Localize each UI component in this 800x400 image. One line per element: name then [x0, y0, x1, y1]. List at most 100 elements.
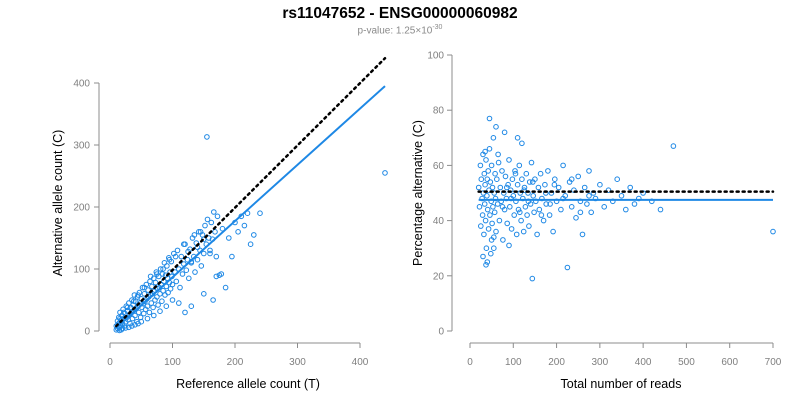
data-point [135, 292, 141, 298]
data-point [196, 229, 202, 235]
data-point [504, 220, 511, 227]
data-point [521, 187, 527, 193]
data-point [518, 217, 524, 224]
data-point [150, 304, 156, 311]
x-tick-label: 200 [548, 357, 565, 368]
data-point [152, 279, 159, 286]
data-point [154, 294, 160, 300]
data-point [493, 124, 499, 130]
data-point [257, 210, 263, 216]
data-point [597, 181, 603, 188]
pvalue-text: p-value: 1.25×10 [357, 25, 433, 37]
data-point [614, 176, 621, 182]
data-point [479, 212, 486, 218]
data-point [129, 315, 136, 322]
y-tick-label: 300 [73, 141, 90, 152]
data-point [509, 176, 516, 182]
data-point [135, 320, 141, 327]
data-point [485, 226, 492, 232]
data-point [515, 206, 522, 213]
data-point [528, 159, 535, 166]
data-point [530, 179, 536, 185]
data-point [552, 176, 558, 182]
data-point [121, 309, 127, 316]
data-point [543, 201, 550, 207]
data-point [507, 204, 513, 210]
data-point [478, 176, 485, 182]
data-point [204, 134, 210, 140]
data-point [490, 135, 497, 141]
data-point [500, 237, 506, 243]
data-point [226, 235, 232, 241]
data-point [670, 143, 677, 149]
data-point [491, 245, 497, 251]
data-point [588, 209, 595, 216]
data-point [534, 231, 540, 238]
data-point [523, 170, 530, 177]
data-point [550, 228, 556, 235]
data-point [481, 170, 488, 177]
y-tick-label: 400 [73, 79, 90, 90]
data-point [164, 263, 170, 269]
x-axis-label: Total number of reads [561, 377, 682, 391]
data-point [524, 212, 530, 218]
scatter-panel-1: 0 100 200 300 400 0 100 200 300 400 Reference alle… [51, 56, 388, 391]
data-point [162, 292, 168, 298]
data-point [136, 309, 142, 316]
data-point [627, 184, 634, 191]
data-point [129, 323, 135, 329]
data-point [130, 302, 136, 308]
data-point [151, 312, 157, 319]
data-point [147, 273, 154, 280]
data-point [487, 179, 494, 185]
data-point [631, 201, 638, 207]
data-point [508, 226, 515, 232]
data-point [144, 303, 151, 310]
data-point [173, 278, 180, 285]
data-point [560, 162, 566, 169]
data-point [486, 115, 493, 122]
data-point [502, 173, 509, 180]
data-point [481, 201, 488, 207]
data-point [214, 213, 221, 220]
data-point [577, 209, 584, 216]
data-point [206, 235, 212, 241]
x-tick-label: 400 [635, 357, 652, 368]
data-point [183, 267, 190, 274]
data-point [522, 204, 529, 210]
data-point [495, 159, 502, 166]
data-point [132, 312, 138, 319]
x-tick-label: 400 [352, 357, 369, 368]
data-point [144, 315, 151, 322]
data-point [213, 253, 220, 260]
data-point [499, 204, 506, 210]
data-point [157, 308, 163, 315]
data-point [555, 184, 562, 191]
data-point [483, 262, 489, 268]
data-point [512, 170, 519, 177]
y-tick-label: 0 [438, 327, 444, 338]
data-point [513, 231, 520, 238]
y-axis-label: Alternative allele count (C) [51, 130, 65, 277]
data-point [149, 283, 155, 290]
data-point [519, 176, 525, 182]
data-point [124, 304, 131, 311]
data-point [506, 157, 512, 163]
y-tick-label: 100 [427, 51, 444, 62]
data-point [207, 247, 213, 254]
data-point [126, 324, 132, 331]
y-tick-label: 40 [433, 216, 445, 227]
data-point [530, 193, 537, 199]
x-tick-label: 300 [289, 357, 306, 368]
data-point [499, 168, 505, 174]
data-point [538, 212, 545, 218]
data-point [506, 242, 512, 249]
data-point [132, 322, 138, 328]
data-point [182, 309, 188, 316]
data-point [575, 173, 582, 180]
x-tick-label: 0 [467, 357, 473, 368]
data-point [212, 229, 218, 235]
data-point [480, 190, 487, 196]
data-point [537, 170, 544, 177]
data-point [505, 181, 511, 188]
